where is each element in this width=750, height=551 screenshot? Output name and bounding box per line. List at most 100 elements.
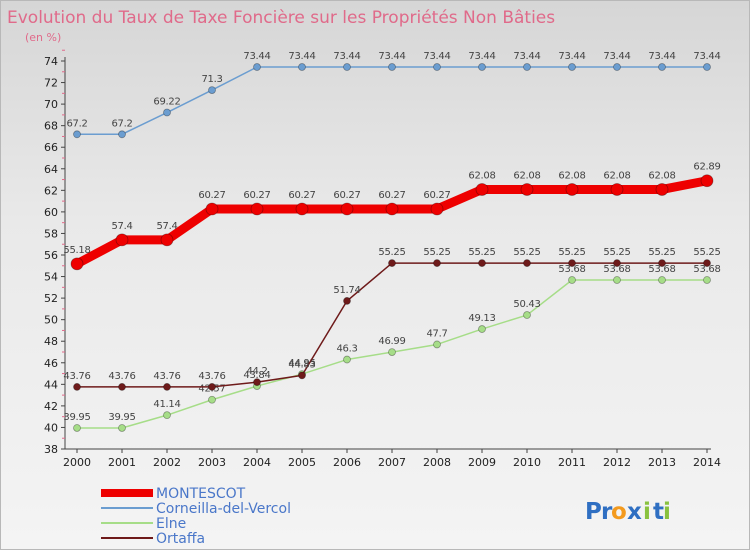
data-label: 43.76 <box>108 371 135 382</box>
y-tick-label: 72 <box>44 77 58 90</box>
data-point <box>205 202 219 216</box>
data-point <box>703 63 711 71</box>
data-label: 73.44 <box>288 51 315 62</box>
data-point <box>208 383 216 391</box>
series-ortaffa: 43.76 43.76 43.76 43.76 44.2 44.83 51.74 55.25 5… <box>63 247 721 391</box>
x-tick-label: 2012 <box>603 456 631 469</box>
data-label: 43.76 <box>198 371 225 382</box>
data-label: 55.25 <box>513 247 540 258</box>
data-point <box>433 340 441 349</box>
data-point <box>73 383 81 391</box>
data-label: 55.25 <box>378 247 405 258</box>
data-label: 60.27 <box>288 190 315 201</box>
y-tick-label: 42 <box>44 400 58 413</box>
y-tick-label: 56 <box>44 249 58 262</box>
x-tick-label: 2001 <box>108 456 136 469</box>
legend-item: MONTESCOT <box>101 486 246 502</box>
y-tick-label: 46 <box>44 357 58 370</box>
data-label: 44.2 <box>246 366 267 377</box>
data-label: 53.68 <box>603 264 630 275</box>
data-point <box>73 424 81 432</box>
data-point <box>700 174 714 188</box>
data-label: 43.76 <box>63 371 90 382</box>
data-label: 62.08 <box>603 170 630 181</box>
x-tick-label: 2013 <box>648 456 676 469</box>
data-label: 49.13 <box>468 313 495 324</box>
data-label: 53.68 <box>693 264 720 275</box>
data-label: 62.89 <box>693 162 720 173</box>
x-tick-label: 2002 <box>153 456 181 469</box>
data-label: 71.3 <box>201 74 222 85</box>
data-point <box>523 311 531 319</box>
y-tick-label: 70 <box>44 98 58 111</box>
data-point <box>160 233 174 247</box>
data-label: 53.68 <box>558 264 585 275</box>
data-label: 60.27 <box>198 190 225 201</box>
data-point <box>520 183 534 196</box>
data-point <box>343 355 351 364</box>
data-point <box>613 63 621 71</box>
legend-label: Elne <box>156 516 186 532</box>
logo-letter: i <box>643 499 651 525</box>
data-point <box>478 325 486 333</box>
series-montescot: 55.18 57.4 57.4 60.27 60.27 60.27 60.27 60.27 60… <box>63 162 721 271</box>
y-tick-label: 48 <box>44 335 58 348</box>
data-label: 62.08 <box>648 170 675 181</box>
data-label: 60.27 <box>378 190 405 201</box>
data-point <box>298 371 306 380</box>
data-label: 55.25 <box>468 247 495 258</box>
data-point <box>433 63 441 71</box>
data-point <box>478 63 486 71</box>
series-corneilla-del-vercol: 67.2 67.2 69.22 71.3 73.44 73.44 73.44 73.44 73.… <box>66 51 721 139</box>
data-point <box>118 424 126 432</box>
data-label: 46.3 <box>336 344 357 355</box>
data-point <box>388 348 396 357</box>
logo-letter: x <box>627 499 642 525</box>
x-tick-label: 2006 <box>333 456 361 469</box>
series-layer: 67.2 67.2 69.22 71.3 73.44 73.44 73.44 73.44 73.… <box>63 51 721 432</box>
series-line <box>76 262 708 388</box>
data-label: 57.4 <box>156 221 177 232</box>
y-tick-label: 58 <box>44 227 58 240</box>
data-point <box>568 276 576 284</box>
legend-item: Corneilla-del-Vercol <box>101 501 291 517</box>
data-point <box>523 63 531 71</box>
data-label: 73.44 <box>243 51 270 62</box>
data-label: 73.44 <box>468 51 495 62</box>
data-point <box>163 411 171 420</box>
data-point <box>613 259 621 267</box>
y-tick-label: 64 <box>44 163 58 176</box>
y-tick-label: 50 <box>44 314 58 327</box>
y-tick-label: 38 <box>44 443 58 456</box>
data-point <box>565 183 579 196</box>
data-point <box>253 63 261 71</box>
data-point <box>388 63 396 71</box>
y-tick-label: 44 <box>44 378 58 391</box>
data-label: 62.08 <box>558 170 585 181</box>
logo-letter: t <box>653 499 664 525</box>
x-tick-label: 2009 <box>468 456 496 469</box>
legend-label: Corneilla-del-Vercol <box>156 501 291 517</box>
x-tick-label: 2010 <box>513 456 541 469</box>
data-label: 73.44 <box>648 51 675 62</box>
data-point <box>208 86 216 94</box>
data-point <box>475 183 489 196</box>
data-point <box>655 183 669 196</box>
data-point <box>253 378 261 387</box>
data-point <box>163 108 171 117</box>
logo-letter: o <box>611 499 627 525</box>
logo-letter: r <box>601 499 613 525</box>
data-point <box>118 383 126 391</box>
data-label: 73.44 <box>378 51 405 62</box>
data-label: 60.27 <box>243 190 270 201</box>
x-tick-label: 2014 <box>693 456 721 469</box>
y-tick-label: 66 <box>44 141 58 154</box>
data-label: 62.08 <box>513 170 540 181</box>
logo-letter: P <box>585 499 602 525</box>
data-point <box>613 276 621 284</box>
data-label: 55.25 <box>648 247 675 258</box>
x-tick-label: 2003 <box>198 456 226 469</box>
data-point <box>388 259 396 267</box>
